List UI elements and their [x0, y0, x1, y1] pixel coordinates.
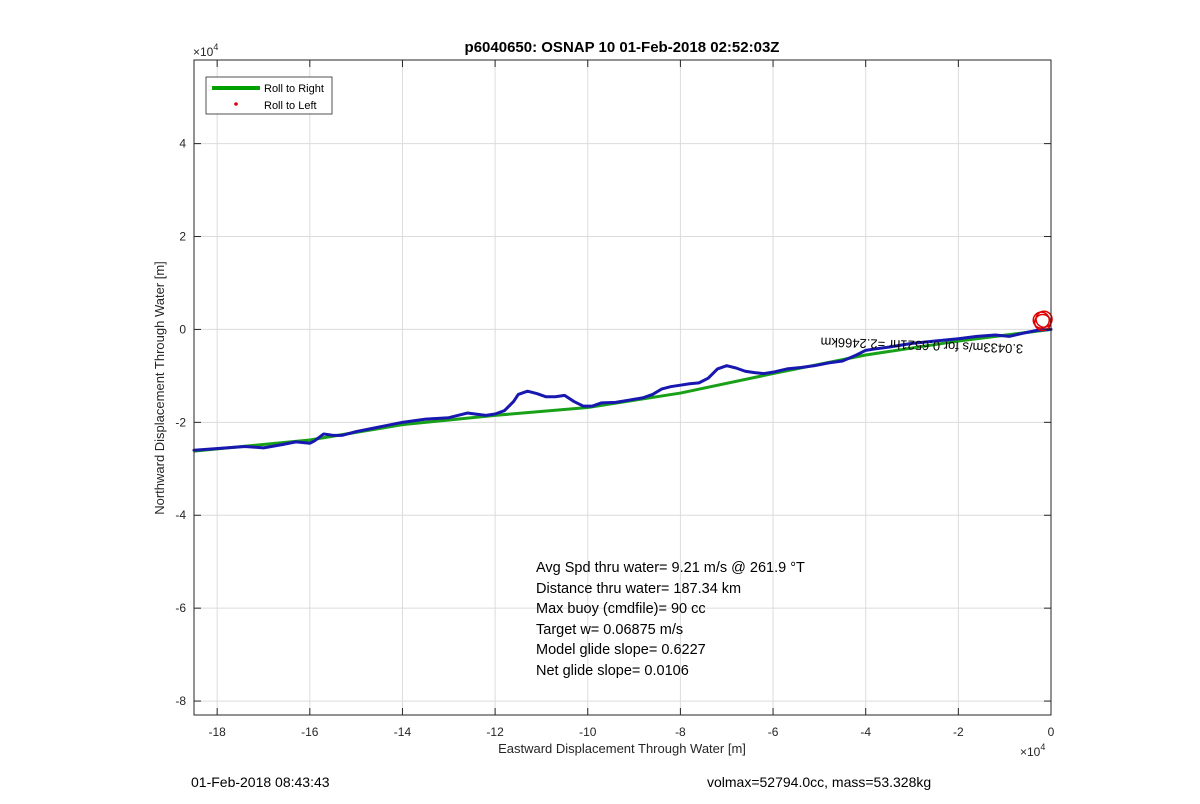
x-tick-label: -14 — [394, 725, 412, 739]
x-tick-label: -12 — [486, 725, 504, 739]
x-exponent-base: ×10 — [1020, 745, 1041, 759]
x-tick-label: -10 — [579, 725, 597, 739]
x-tick-label: -6 — [768, 725, 779, 739]
series-point-roll-left — [1035, 310, 1053, 328]
y-exponent-label: ×104 — [193, 42, 218, 59]
legend: Roll to Right Roll to Left — [205, 76, 333, 115]
x-tick-label: -8 — [675, 725, 686, 739]
x-tick-label: -16 — [301, 725, 319, 739]
x-exponent-label: ×104 — [1020, 742, 1045, 759]
footer-volmax-mass: volmax=52794.0cc, mass=53.328kg — [707, 774, 931, 790]
annotation-avg-speed: Avg Spd thru water= 9.21 m/s @ 261.9 °T — [536, 560, 805, 576]
series-line-track — [192, 327, 1053, 452]
segment-label: 3.0433m/s for 0.6521hr =2.2466km — [820, 334, 1023, 356]
legend-label-roll-right: Roll to Right — [264, 83, 324, 95]
series-layer — [192, 310, 1053, 453]
ticks: -18 -16 -14 -12 -10 -8 -6 -4 -2 0 -8 -6 -4 -2 0 2 4 — [175, 60, 1055, 739]
x-exponent-power: 4 — [1040, 742, 1045, 752]
x-axis-label: Eastward Displacement Through Water [m] — [498, 741, 746, 756]
y-exponent-power: 4 — [213, 42, 218, 52]
stats-annotation: Avg Spd thru water= 9.21 m/s @ 261.9 °T … — [536, 560, 805, 679]
y-tick-label: -8 — [175, 694, 186, 708]
y-tick-label: 2 — [179, 230, 186, 244]
annotation-distance: Distance thru water= 187.34 km — [536, 581, 741, 597]
y-tick-label: 4 — [179, 137, 186, 151]
y-axis-label: Northward Displacement Through Water [m] — [152, 261, 167, 515]
legend-box — [205, 76, 333, 115]
legend-label-roll-left: Roll to Left — [264, 100, 317, 112]
x-tick-label: 0 — [1048, 725, 1055, 739]
y-tick-label: -2 — [175, 415, 186, 429]
x-tick-label: -18 — [208, 725, 226, 739]
plot-area — [193, 59, 1052, 716]
y-exponent-base: ×10 — [193, 45, 214, 59]
annotation-net-glide: Net glide slope= 0.0106 — [536, 663, 689, 679]
annotation-max-buoy: Max buoy (cmdfile)= 90 cc — [536, 601, 706, 617]
y-tick-label: 0 — [179, 322, 186, 336]
annotation-model-glide: Model glide slope= 0.6227 — [536, 642, 706, 658]
chart-title: p6040650: OSNAP 10 01-Feb-2018 02:52:03Z — [465, 39, 780, 56]
y-tick-label: -4 — [175, 508, 186, 522]
x-tick-label: -2 — [953, 725, 964, 739]
x-tick-label: -4 — [860, 725, 871, 739]
legend-dot-roll-left — [234, 102, 238, 106]
annotation-target-w: Target w= 0.06875 m/s — [536, 622, 683, 638]
footer-timestamp: 01-Feb-2018 08:43:43 — [191, 774, 330, 790]
svg-text:×104: ×104 — [193, 42, 218, 59]
y-tick-label: -6 — [175, 601, 186, 615]
svg-text:×104: ×104 — [1020, 742, 1045, 759]
